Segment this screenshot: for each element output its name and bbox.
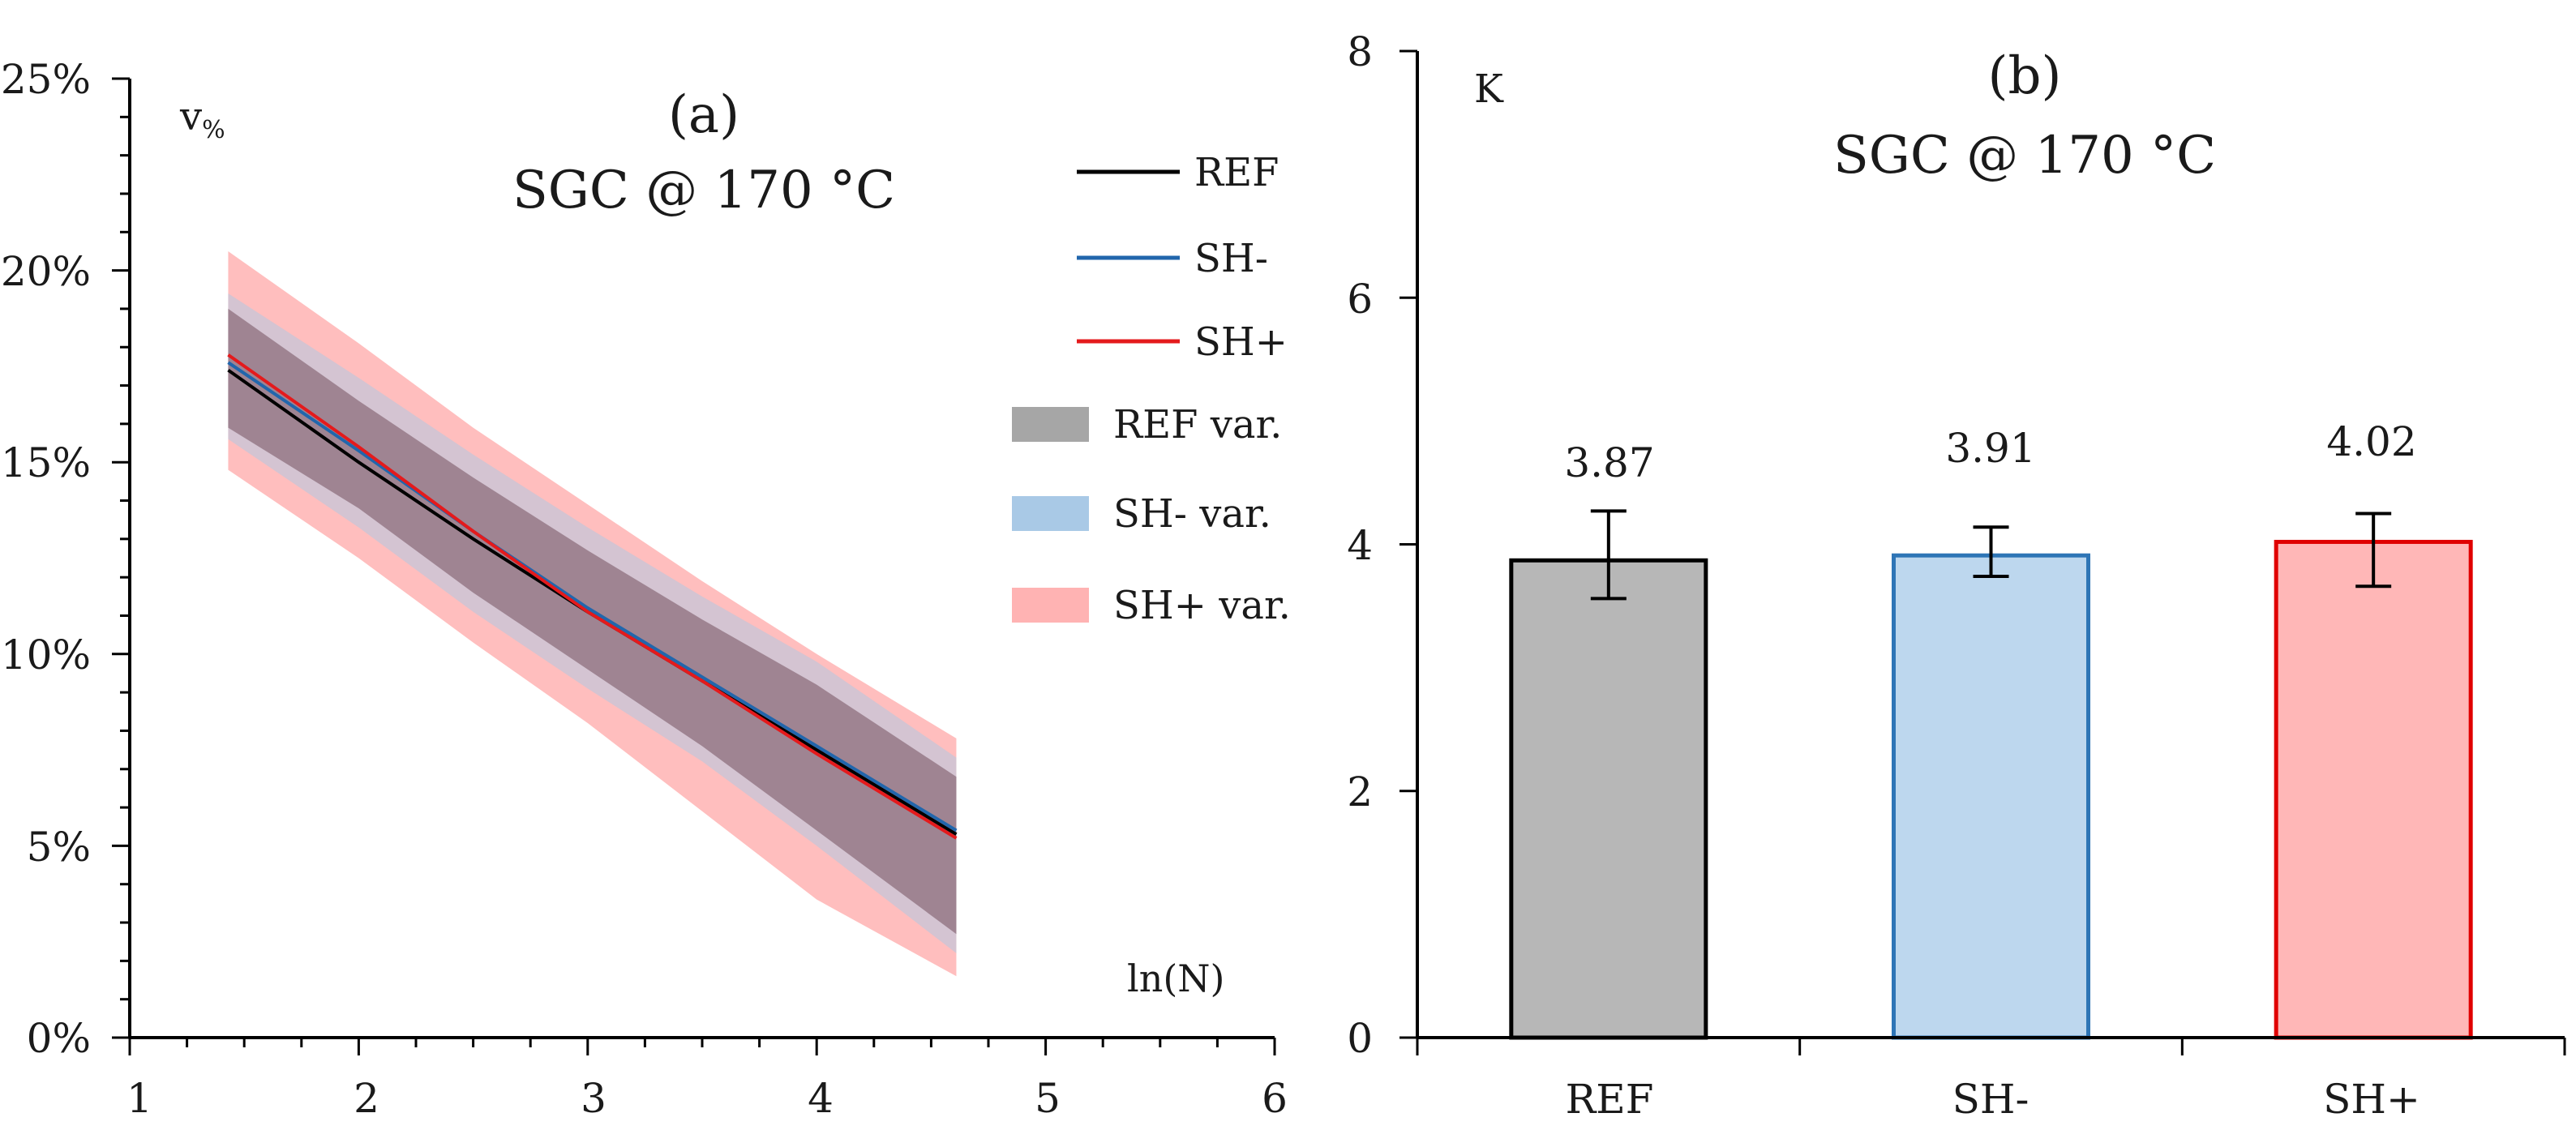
x-ticks-a — [128, 1038, 1276, 1055]
x-tick-label: 2 — [354, 1075, 379, 1122]
legend-swatch-band — [1012, 588, 1089, 623]
x-tick-label: 4 — [808, 1075, 834, 1122]
y-axis-label-main: v — [179, 94, 202, 139]
legend-swatch-band — [1012, 496, 1089, 531]
bars — [1509, 539, 2473, 1040]
panel-a-line-chart: 0% 5% 10% 15% 20% 25% 1 2 3 4 5 6 (a) SG… — [1, 56, 1291, 1122]
y-ticks-b — [1399, 49, 1417, 1039]
y-tick-label: 20% — [1, 248, 91, 295]
y-axis-label-sub: % — [202, 116, 225, 144]
y-ticks-a — [112, 77, 130, 1039]
series-line-sh-plus — [227, 353, 958, 840]
legend-label: SH+ var. — [1113, 583, 1291, 628]
x-tick-label: 3 — [581, 1075, 606, 1122]
legend-label: REF var. — [1113, 402, 1282, 447]
x-ticks-b — [1416, 1038, 2566, 1055]
error-bars — [1590, 509, 2392, 601]
x-axis-label-a: ln(N) — [1127, 957, 1224, 1000]
series-lines — [227, 353, 958, 840]
y-tick-label: 25% — [1, 56, 91, 103]
x-tick-label: 6 — [1262, 1075, 1288, 1122]
y-tick-label: 6 — [1347, 276, 1373, 323]
bar-sh-minus — [1892, 553, 2090, 1040]
y-tick-label: 5% — [27, 824, 91, 871]
category-label: SH+ — [2323, 1076, 2420, 1123]
value-label: 4.02 — [2326, 418, 2416, 465]
series-line-sh-minus — [227, 361, 958, 833]
y-tick-label: 8 — [1347, 28, 1373, 75]
chart-title-a: SGC @ 170 °C — [512, 161, 895, 220]
panel-label-a: (a) — [668, 85, 739, 145]
y-axis-label-b: K — [1474, 66, 1504, 112]
y-axis-label-a: v% — [179, 94, 225, 144]
value-label: 3.91 — [1945, 425, 2035, 472]
panel-b-bar-chart: 0 2 4 6 8 REF SH- SH+ 3.87 3.91 4.02 (b)… — [1347, 28, 2566, 1123]
y-tick-label: 0 — [1347, 1015, 1373, 1062]
y-tick-label: 15% — [1, 439, 91, 486]
y-tick-label: 10% — [1, 631, 91, 679]
y-tick-label: 2 — [1347, 768, 1373, 816]
category-label: SH- — [1952, 1076, 2030, 1123]
panel-label-b: (b) — [1988, 46, 2062, 106]
category-label: REF — [1566, 1076, 1654, 1123]
legend-label: REF — [1194, 150, 1279, 195]
legend-swatch-band — [1012, 407, 1089, 442]
band-core-overlay — [228, 308, 957, 935]
value-label: 3.87 — [1564, 439, 1654, 486]
legend-label: SH- — [1194, 236, 1268, 281]
chart-title-b: SGC @ 170 °C — [1833, 126, 2216, 186]
y-tick-label: 4 — [1347, 522, 1373, 569]
y-tick-label: 0% — [27, 1015, 91, 1062]
legend-a: REF SH- SH+ REF var. SH- var. SH+ var. — [1012, 150, 1291, 628]
bar-sh-plus — [2274, 539, 2473, 1040]
bar-ref — [1509, 558, 1708, 1040]
x-tick-label: 1 — [126, 1075, 152, 1122]
legend-label: SH- var. — [1113, 491, 1271, 537]
band-ref-var — [228, 308, 957, 935]
x-tick-label: 5 — [1035, 1075, 1061, 1122]
legend-label: SH+ — [1194, 319, 1288, 365]
